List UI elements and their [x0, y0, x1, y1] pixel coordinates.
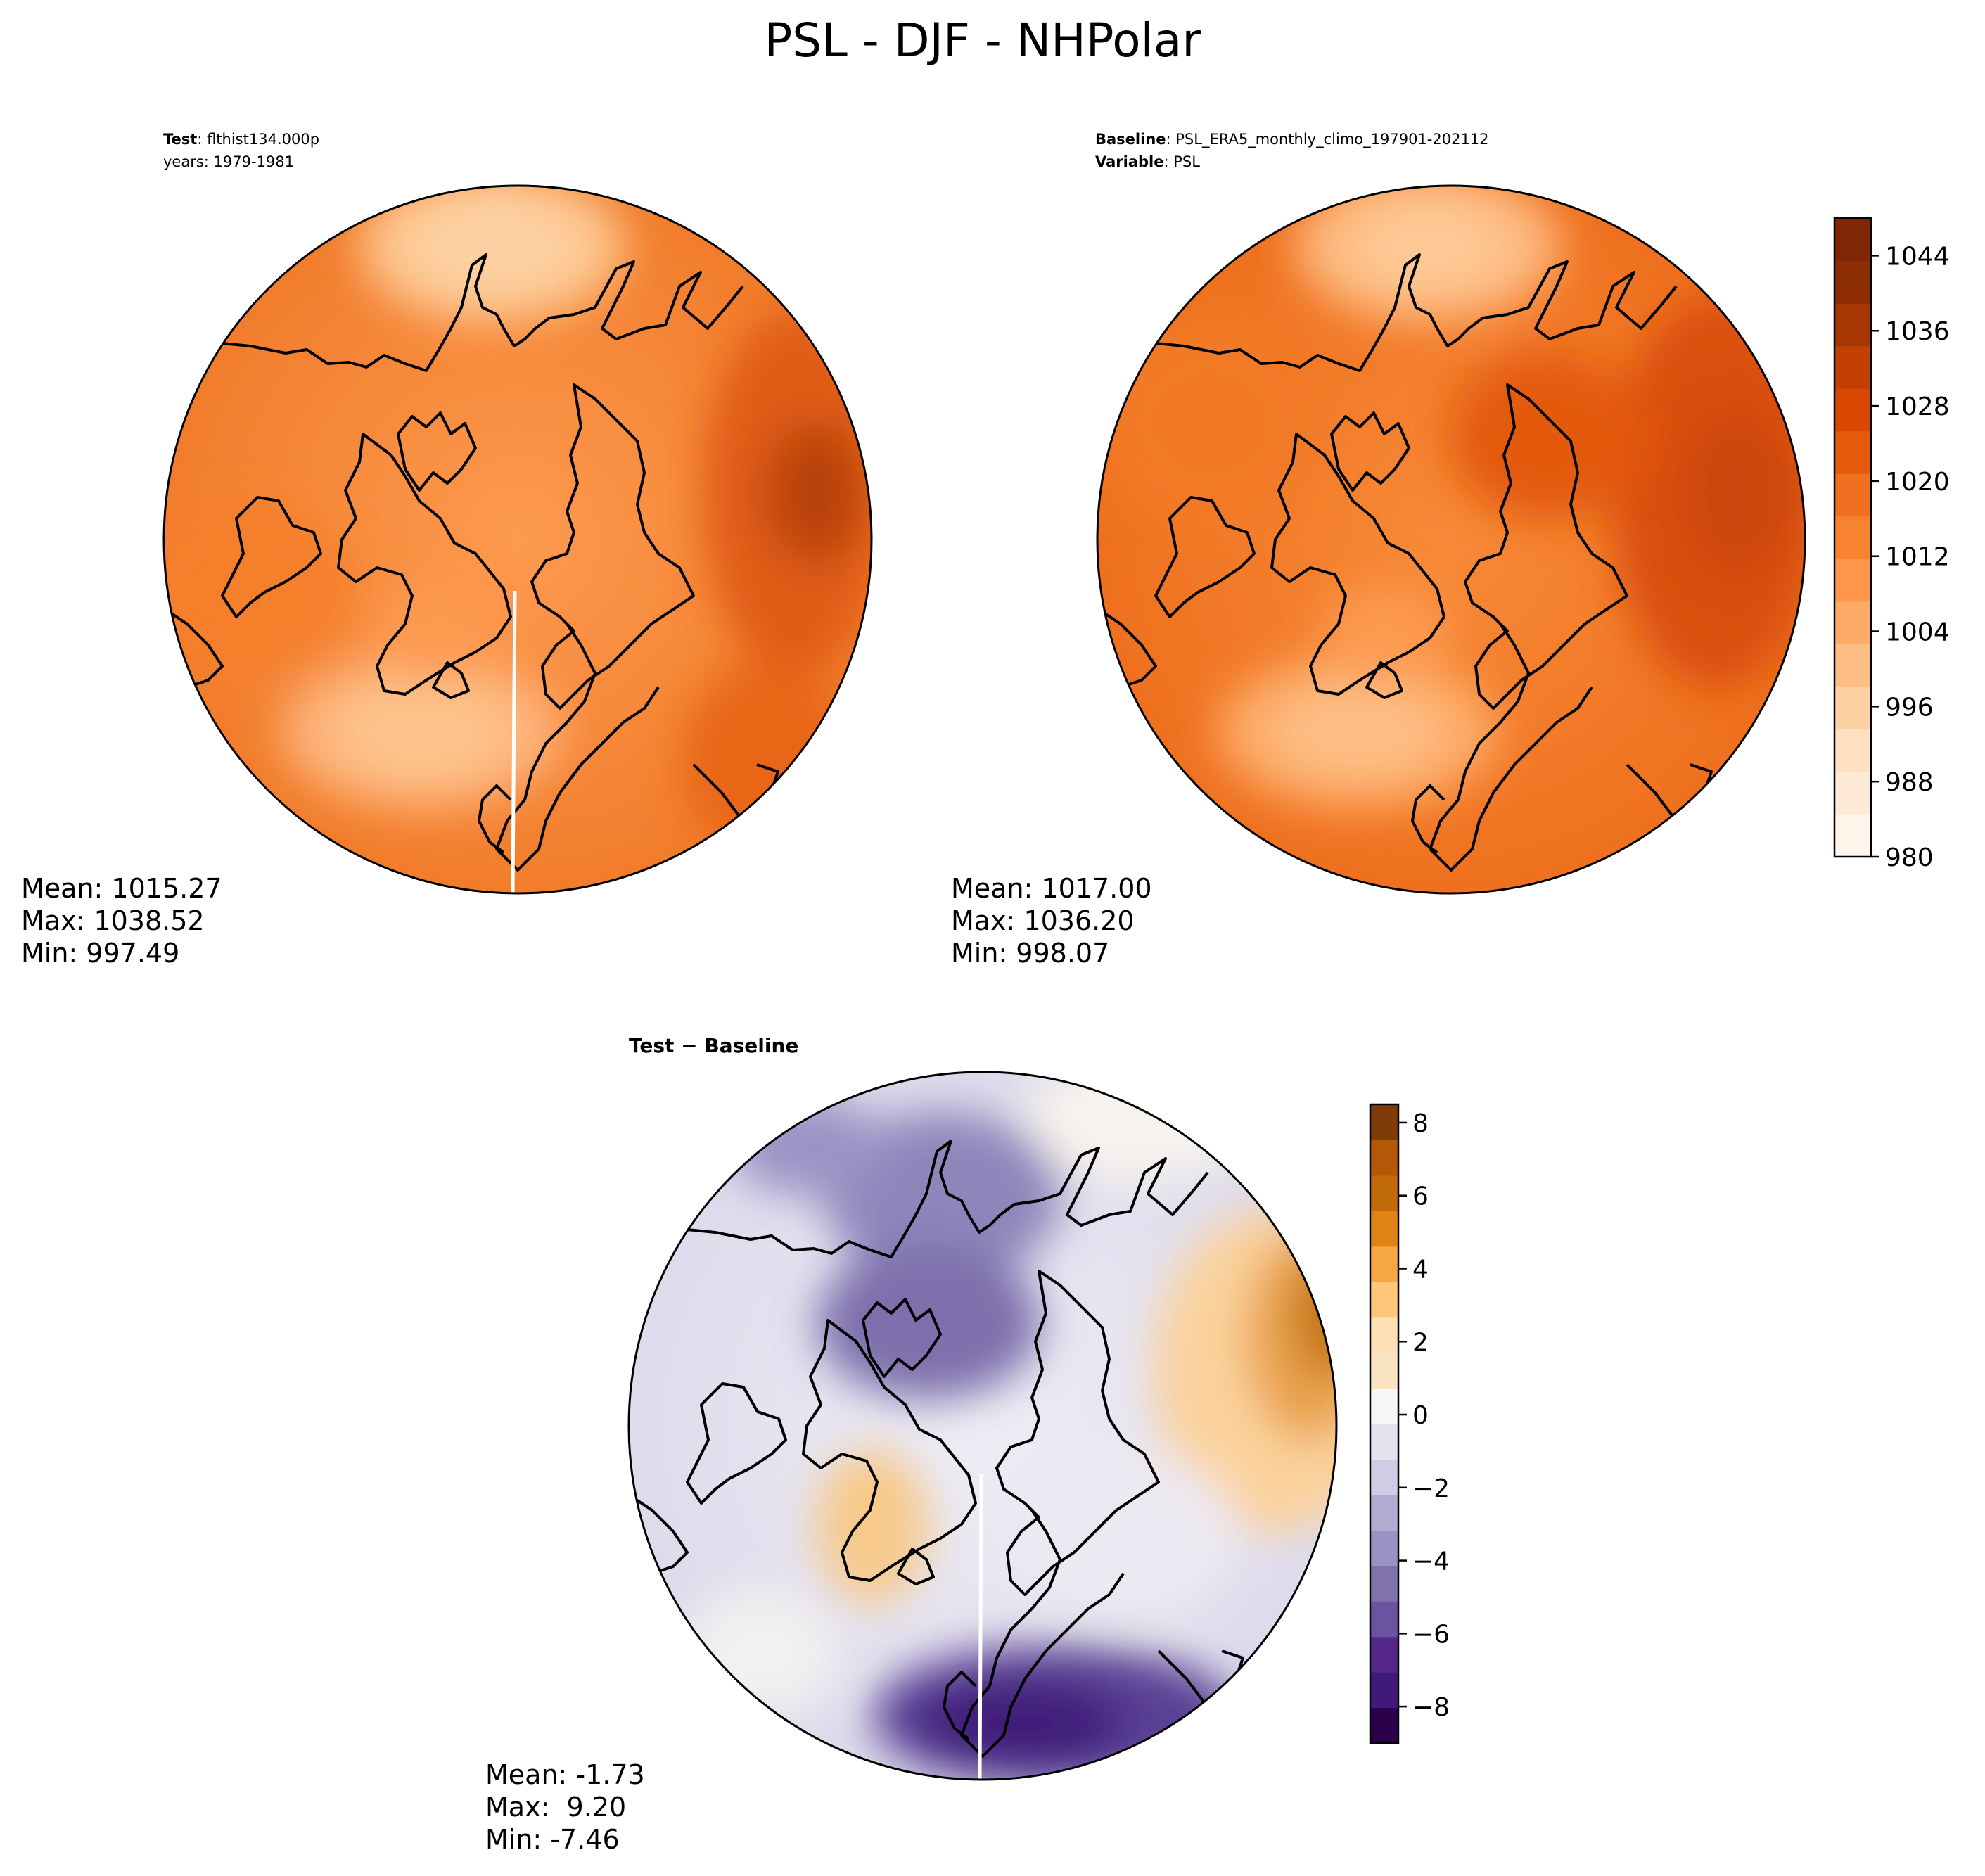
- difference-colorbar-segment: [1370, 1104, 1398, 1141]
- test-stat-min: Min: 997.49: [21, 938, 179, 969]
- difference-colorbar-segment: [1370, 1459, 1398, 1495]
- absolute-colorbar-segment: [1834, 260, 1871, 304]
- absolute-colorbar-tick-label: 1012: [1885, 543, 1950, 572]
- baseline-panel: Baseline: PSL_ERA5_monthly_climo_197901-…: [951, 131, 1950, 969]
- difference-title-test: Test: [629, 1034, 674, 1057]
- absolute-colorbar-tick-label: 980: [1885, 843, 1934, 872]
- baseline-stat-max: Max: 1036.20: [951, 905, 1135, 936]
- difference-colorbar-segment: [1370, 1317, 1398, 1353]
- difference-colorbar-tick-label: −2: [1412, 1474, 1450, 1503]
- difference-colorbar-segment: [1370, 1211, 1398, 1247]
- difference-title: Test − Baseline: [629, 1034, 798, 1057]
- difference-colorbar-tick-label: 2: [1412, 1328, 1429, 1357]
- baseline-label: Baseline: [1095, 131, 1166, 148]
- absolute-colorbar-segment: [1834, 473, 1871, 517]
- difference-map-border: [627, 1071, 1338, 1781]
- difference-colorbar-segment: [1370, 1636, 1398, 1673]
- difference-colorbar-segment: [1370, 1282, 1398, 1318]
- difference-stat-max: Max: 9.20: [485, 1792, 626, 1823]
- absolute-colorbar-tick-label: 1044: [1885, 242, 1950, 271]
- variable-value: : PSL: [1163, 153, 1200, 170]
- test-map: [164, 186, 872, 893]
- difference-colorbar-tick-label: 0: [1412, 1401, 1429, 1430]
- test-case-value: : flthist134.000p: [197, 131, 319, 148]
- difference-colorbar-tick-label: 4: [1412, 1255, 1429, 1284]
- absolute-colorbar-segment: [1834, 430, 1871, 474]
- absolute-colorbar-tick-label: 988: [1885, 768, 1934, 797]
- difference-colorbar-segment: [1370, 1388, 1398, 1424]
- absolute-colorbar-segment: [1834, 771, 1871, 815]
- absolute-colorbar-segment: [1834, 559, 1871, 602]
- difference-colorbar-segment: [1370, 1672, 1398, 1709]
- difference-colorbar-segment: [1370, 1140, 1398, 1176]
- difference-colorbar-tick-label: −6: [1412, 1620, 1450, 1649]
- absolute-colorbar-segment: [1834, 814, 1871, 857]
- difference-colorbar-tick-label: −8: [1412, 1693, 1450, 1722]
- difference-colorbar-tick-label: 8: [1412, 1109, 1429, 1138]
- absolute-colorbar-segment: [1834, 729, 1871, 772]
- baseline-header-line-2: Variable: PSL: [1095, 153, 1200, 170]
- variable-label: Variable: [1095, 153, 1163, 170]
- difference-title-baseline: Baseline: [704, 1034, 798, 1057]
- absolute-colorbar-tick-label: 996: [1885, 693, 1934, 722]
- test-map-border: [162, 184, 873, 895]
- difference-colorbar-segment: [1370, 1424, 1398, 1460]
- absolute-colorbar-segment: [1834, 516, 1871, 559]
- absolute-colorbar-segment: [1834, 345, 1871, 389]
- absolute-colorbar-segment: [1834, 218, 1871, 262]
- test-stat-max: Max: 1038.52: [21, 905, 205, 936]
- difference-colorbar: −8 −6 −4 −2 0 2 4 6 8: [1369, 1103, 1450, 1744]
- baseline-map: [1097, 186, 1805, 893]
- test-header-line-1: Test: flthist134.000p: [163, 131, 319, 148]
- absolute-colorbar-tick-label: 1004: [1885, 618, 1950, 647]
- difference-map: [629, 1072, 1336, 1780]
- difference-colorbar-segment: [1370, 1565, 1398, 1602]
- baseline-stat-mean: Mean: 1017.00: [951, 873, 1152, 904]
- test-years: years: 1979-1981: [163, 153, 294, 170]
- absolute-colorbar-segment: [1834, 644, 1871, 687]
- baseline-stat-min: Min: 998.07: [951, 938, 1109, 969]
- test-panel: Test: flthist134.000p years: 1979-1981 M…: [21, 131, 873, 969]
- difference-colorbar-segment: [1370, 1530, 1398, 1566]
- difference-stat-mean: Mean: -1.73: [485, 1759, 645, 1790]
- test-stat-mean: Mean: 1015.27: [21, 873, 222, 904]
- difference-colorbar-tick-label: −4: [1412, 1548, 1450, 1576]
- difference-colorbar-segment: [1370, 1175, 1398, 1211]
- figure-title: PSL - DJF - NHPolar: [764, 13, 1201, 68]
- difference-colorbar-segment: [1370, 1353, 1398, 1389]
- difference-panel: Test − Baseline Mea: [485, 1034, 1450, 1855]
- test-label: Test: [163, 131, 197, 148]
- difference-title-op: −: [681, 1034, 697, 1057]
- absolute-colorbar-tick-label: 1028: [1885, 393, 1950, 421]
- absolute-colorbar-segment: [1834, 686, 1871, 729]
- baseline-case-value: : PSL_ERA5_monthly_climo_197901-202112: [1166, 131, 1489, 148]
- baseline-map-border: [1096, 184, 1806, 895]
- absolute-colorbar-segment: [1834, 303, 1871, 347]
- difference-stat-min: Min: -7.46: [485, 1824, 620, 1855]
- absolute-colorbar-segment: [1834, 601, 1871, 644]
- difference-colorbar-border: [1369, 1103, 1400, 1744]
- difference-colorbar-segment: [1370, 1601, 1398, 1638]
- difference-colorbar-segment: [1370, 1246, 1398, 1282]
- absolute-colorbar-segment: [1834, 388, 1871, 432]
- difference-colorbar-segment: [1370, 1494, 1398, 1531]
- baseline-header-line-1: Baseline: PSL_ERA5_monthly_climo_197901-…: [1095, 131, 1489, 148]
- absolute-colorbar: 980 988 996 1004 1012 1020 1028 1036 1044: [1833, 217, 1950, 872]
- absolute-colorbar-tick-label: 1020: [1885, 468, 1950, 497]
- absolute-colorbar-border: [1833, 217, 1872, 858]
- difference-colorbar-tick-label: 6: [1412, 1182, 1429, 1211]
- difference-colorbar-segment: [1370, 1707, 1398, 1744]
- absolute-colorbar-tick-label: 1036: [1885, 317, 1950, 346]
